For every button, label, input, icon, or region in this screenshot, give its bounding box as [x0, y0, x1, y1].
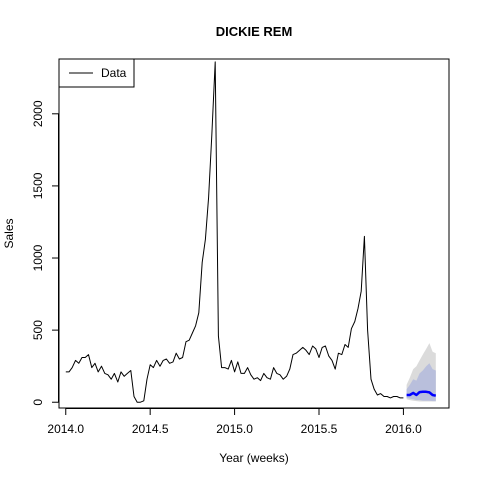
- x-axis: 2014.0 2014.5 2015.0 2015.5 2016.0: [47, 408, 422, 436]
- y-tick-label: 1000: [31, 244, 45, 271]
- plot-frame: [58, 58, 450, 409]
- series-group: [65, 61, 437, 403]
- x-tick-label: 2016.0: [385, 422, 422, 436]
- y-tick-label: 500: [31, 320, 45, 340]
- x-axis-label: Year (weeks): [219, 451, 289, 465]
- x-tick-label: 2014.0: [47, 422, 84, 436]
- legend: Data: [58, 58, 135, 88]
- x-tick-label: 2014.5: [132, 422, 169, 436]
- forecast-series-line: [406, 390, 437, 397]
- data-series-line: [65, 61, 404, 403]
- y-axis-label: Sales: [2, 218, 16, 248]
- x-tick-label: 2015.0: [216, 422, 253, 436]
- y-tick-label: 2000: [31, 100, 45, 127]
- x-tick-label: 2015.5: [301, 422, 338, 436]
- chart-title: DICKIE REM: [216, 24, 293, 39]
- y-tick-label: 1500: [31, 172, 45, 199]
- y-axis: 0 500 1000 1500 2000: [31, 100, 59, 406]
- legend-label-data: Data: [101, 66, 127, 80]
- y-tick-label: 0: [31, 399, 45, 406]
